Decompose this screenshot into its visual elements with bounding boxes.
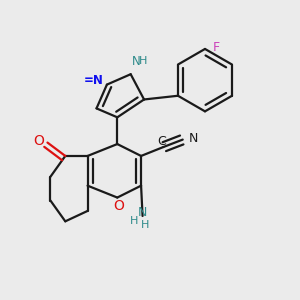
Text: C: C bbox=[158, 135, 166, 148]
Text: O: O bbox=[113, 199, 124, 213]
Text: N: N bbox=[132, 55, 141, 68]
Text: O: O bbox=[34, 134, 45, 148]
Text: N: N bbox=[138, 206, 147, 219]
Text: F: F bbox=[212, 41, 220, 54]
Text: N: N bbox=[189, 132, 199, 145]
Text: H: H bbox=[130, 216, 138, 226]
Text: =N: =N bbox=[83, 74, 103, 87]
Text: H: H bbox=[139, 56, 147, 66]
Text: H: H bbox=[141, 220, 149, 230]
